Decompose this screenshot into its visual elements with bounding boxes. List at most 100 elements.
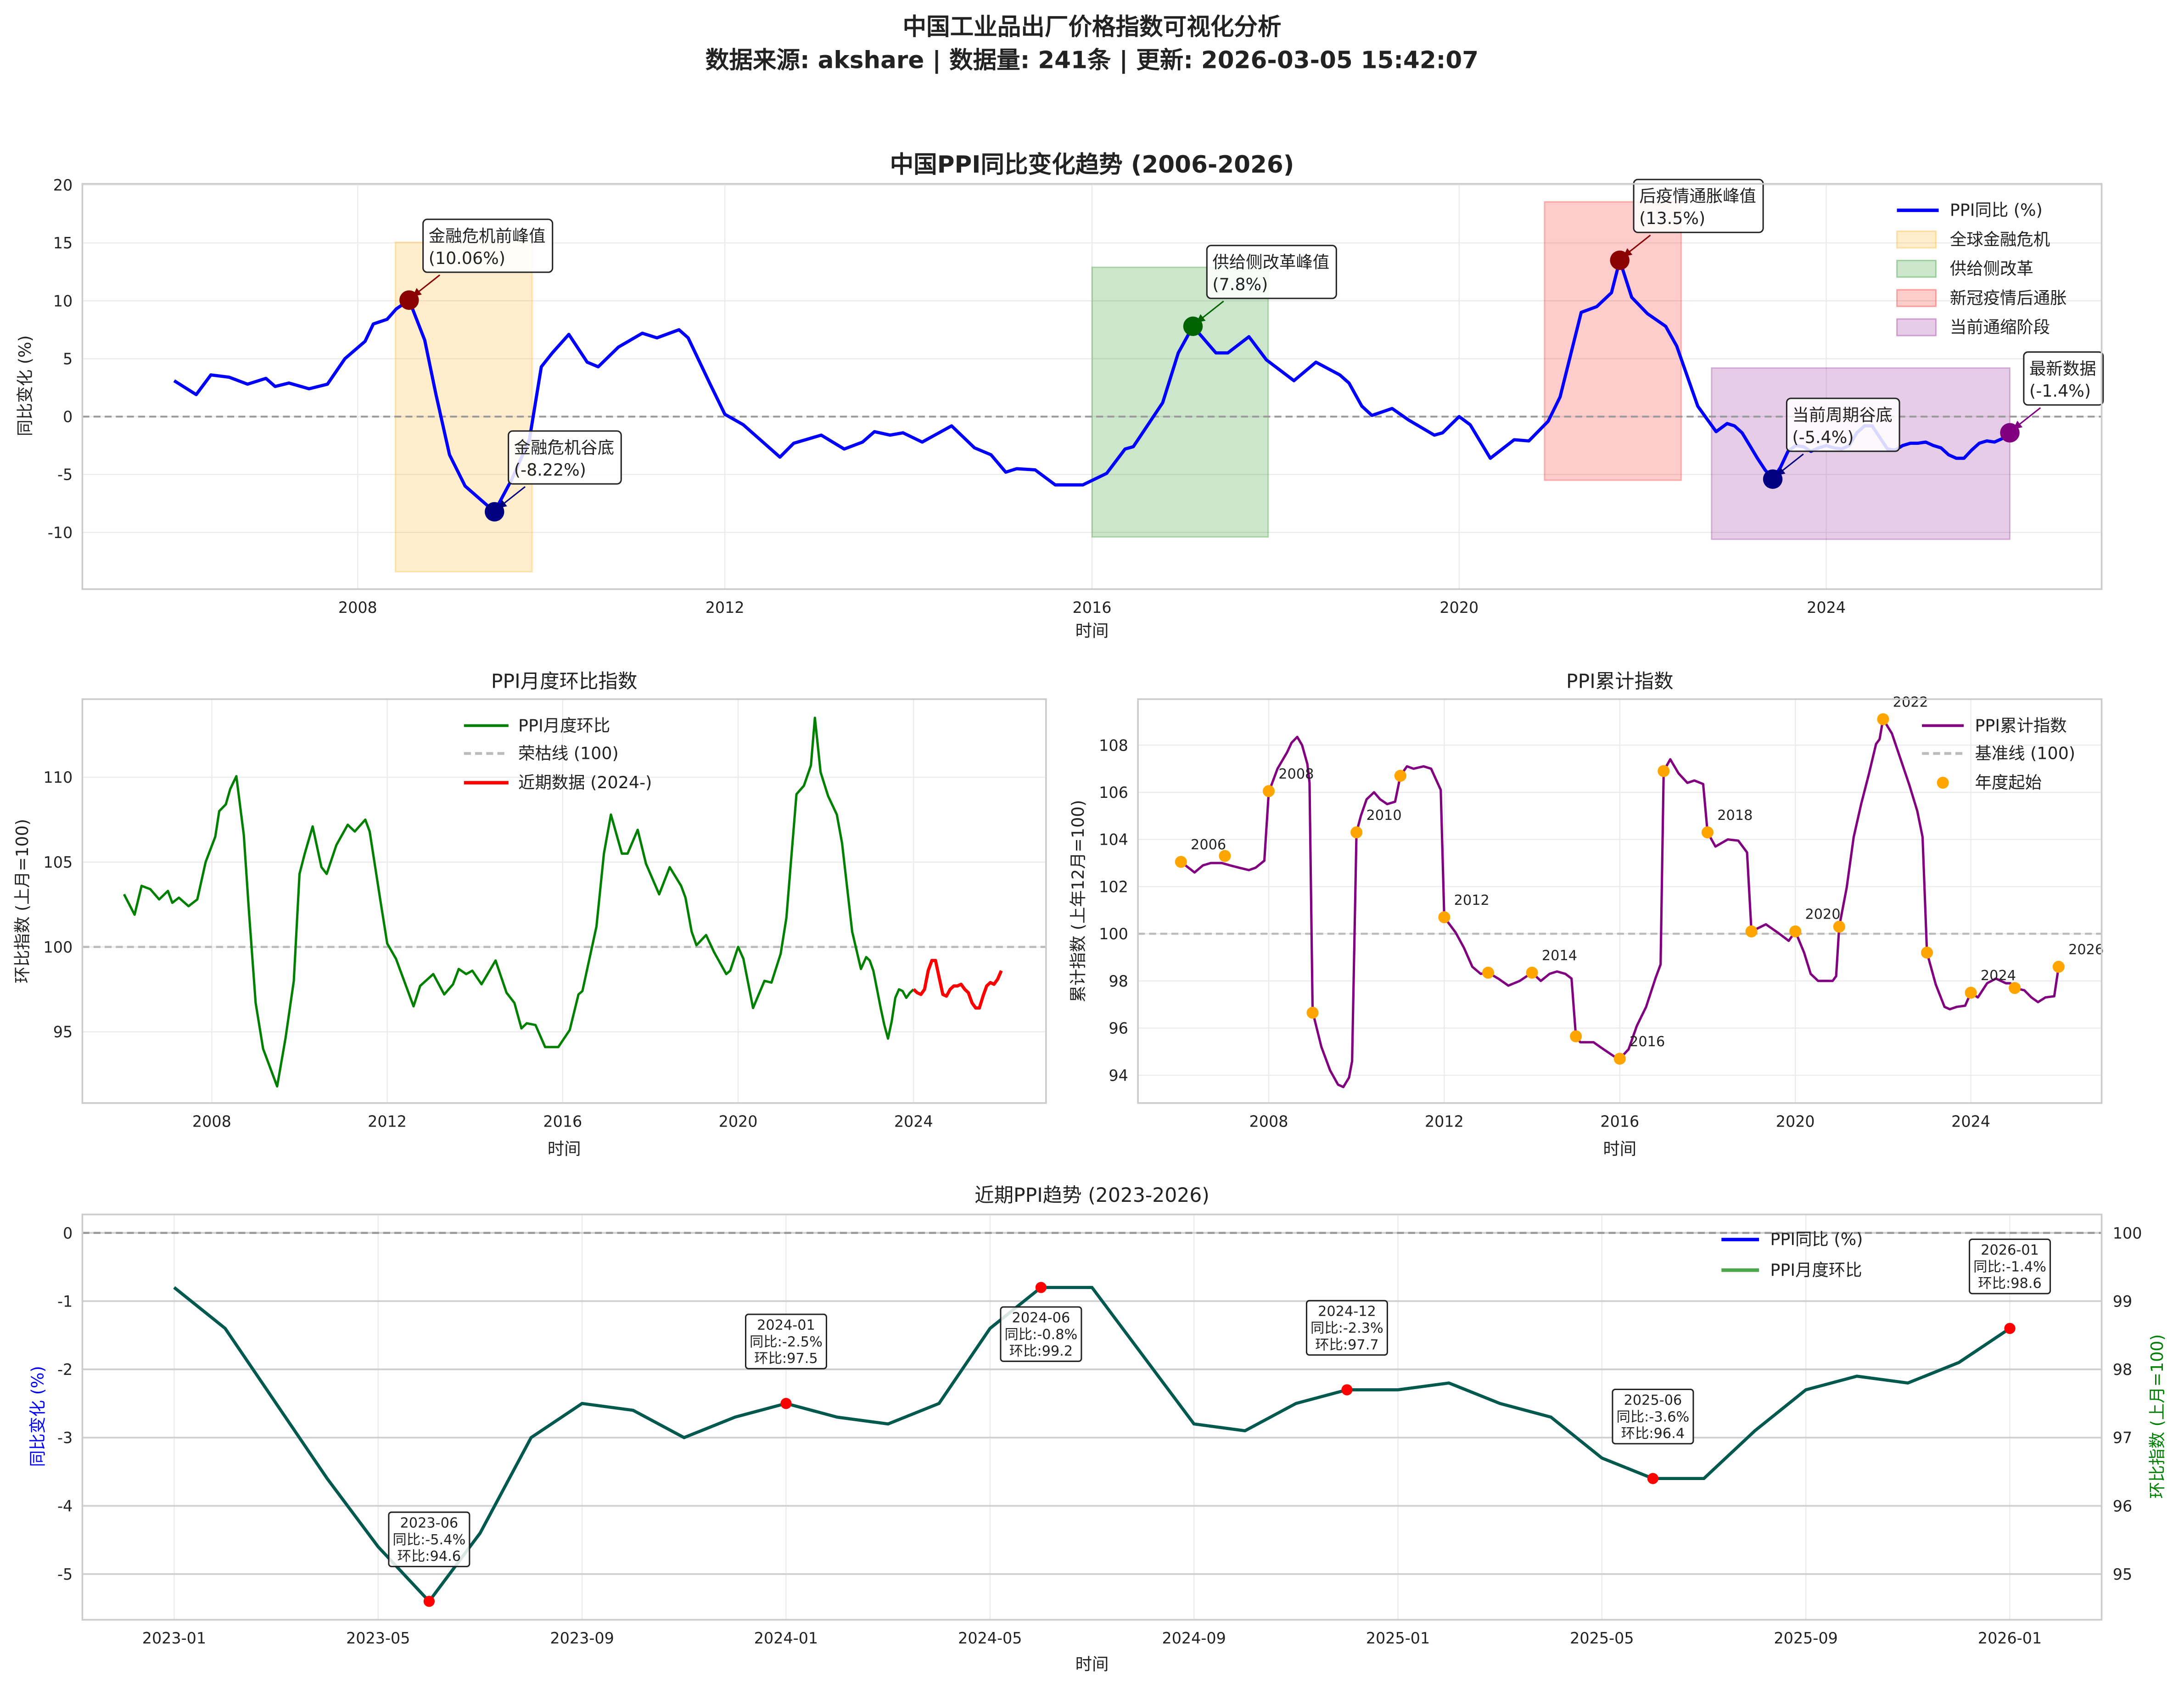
x-tick-label: 2024-05	[958, 1629, 1022, 1647]
legend: PPI同比 (%) PPI月度环比	[1721, 1229, 1863, 1280]
y-axis-label: 环比指数 (上月=100)	[12, 819, 32, 983]
plot-border	[81, 183, 2103, 590]
y-tick-label: -10	[48, 524, 73, 542]
x-tick-label: 2008	[338, 599, 377, 617]
year-start-point	[1482, 966, 1495, 979]
legend-label: 基准线 (100)	[1975, 743, 2075, 763]
annotation-yoy: 同比:-0.8%	[1004, 1327, 1077, 1343]
y-tick-label: -3	[57, 1429, 73, 1447]
annotation-arrow	[412, 274, 441, 297]
annotation-date: 2023-06	[400, 1515, 459, 1531]
y-axis-label: 同比变化 (%)	[28, 1366, 48, 1467]
annotation-title: 后疫情通胀峰值	[1639, 186, 1756, 206]
year-start-point	[2052, 960, 2065, 973]
y-axis-label: 累计指数 (上年12月=100)	[1068, 800, 1088, 1002]
legend-label: 近期数据 (2024-)	[518, 773, 652, 792]
yoy-trend-chart: 金融危机前峰值(10.06%) 金融危机谷底 (-8.22%) 供给侧改革峰值 (7.8…	[15, 151, 2104, 640]
legend-patch-swatch	[1896, 230, 1937, 249]
legend-patch-swatch	[1896, 318, 1937, 336]
year-start-label: 2024	[1981, 968, 2016, 984]
chart-title: 近期PPI趋势 (2023-2026)	[974, 1184, 1210, 1207]
annotation-box	[1305, 1300, 1388, 1356]
x-tick-label: 2025-05	[1570, 1629, 1634, 1647]
legend-label: PPI同比 (%)	[1950, 200, 2043, 220]
legend-patch-swatch	[1896, 259, 1937, 278]
highlight-point	[1341, 1384, 1353, 1396]
y-tick-label: 0	[63, 408, 73, 426]
y-tick-label: 106	[1099, 784, 1128, 802]
annotation-ring: 环比:96.4	[1621, 1426, 1685, 1442]
y-axis-label: 同比变化 (%)	[15, 335, 35, 436]
annotation-yoy: 同比:-1.4%	[1973, 1259, 2046, 1275]
year-start-point	[1658, 765, 1670, 777]
shaded-region-1	[1091, 266, 1269, 538]
annotation-box	[1206, 245, 1337, 299]
year-start-point	[1219, 850, 1231, 862]
x-tick-label: 2016	[1073, 599, 1112, 617]
y-tick-label: 0	[63, 1224, 73, 1242]
y-tick-label: 96	[1109, 1020, 1128, 1037]
annotation-box	[745, 1313, 827, 1369]
annotation-box	[508, 430, 622, 485]
year-start-point	[1877, 713, 1889, 725]
annotation-ring: 环比:94.6	[398, 1548, 461, 1565]
plot-border	[81, 1213, 2103, 1621]
ring-index-series-line	[123, 717, 915, 1088]
year-start-label: 2016	[1630, 1034, 1665, 1050]
right-y-tick-label: 95	[2113, 1565, 2132, 1583]
x-tick-label: 2012	[1425, 1112, 1464, 1130]
year-start-point	[1833, 920, 1845, 933]
plot-area	[82, 699, 1046, 1103]
annotation-ring: 环比:99.2	[1009, 1343, 1073, 1359]
annotation-arrow	[2013, 407, 2041, 429]
annotation-callout: 供给侧改革峰值 (7.8%)	[1196, 245, 1337, 323]
x-tick-label: 2020	[719, 1112, 758, 1130]
year-start-point	[1438, 911, 1450, 924]
year-start-point	[1613, 1053, 1626, 1065]
shaded-region-0	[394, 241, 533, 572]
highlight-point	[2004, 1323, 2016, 1334]
annotation-box	[1633, 179, 1764, 233]
year-start-point	[1570, 1030, 1582, 1043]
year-start-point	[1745, 925, 1758, 937]
annotation-arrow	[1196, 300, 1224, 323]
year-start-point	[2009, 982, 2021, 994]
cumulative-index-chart: 2006 2008 2010 2012 2014 2016 2018 2020 2022 2024…	[1068, 671, 2104, 1159]
year-start-point	[1526, 966, 1538, 979]
annotation-date: 2025-06	[1624, 1392, 1682, 1408]
x-axis-label: 时间	[1603, 1139, 1636, 1159]
annotation-ring: 环比:98.6	[1978, 1276, 2041, 1292]
y-tick-label: -4	[57, 1497, 73, 1515]
right-y-tick-label: 100	[2113, 1224, 2142, 1242]
x-tick-label: 2020	[1439, 599, 1478, 617]
y-tick-label: 105	[44, 853, 73, 871]
annotation-title: 当前周期谷底	[1792, 405, 1893, 425]
legend-label: 年度起始	[1975, 773, 2042, 792]
chart-title: PPI累计指数	[1566, 671, 1674, 693]
annotation-value: (-8.22%)	[514, 460, 586, 480]
legend-label: 供给侧改革	[1950, 259, 2033, 279]
year-start-label: 2008	[1278, 766, 1314, 782]
annotation-callout: 金融危机前峰值(10.06%)	[412, 219, 554, 297]
highlight-point	[423, 1596, 435, 1607]
annotation-value: (10.06%)	[429, 248, 505, 268]
x-tick-label: 2024-09	[1162, 1629, 1226, 1647]
year-start-label: 2026	[2068, 942, 2104, 958]
ring-series-line	[173, 1286, 2011, 1604]
legend-marker-swatch	[1937, 776, 1949, 789]
annotation-box	[422, 219, 554, 273]
annotation-box	[1000, 1306, 1082, 1362]
x-axis-label: 时间	[1075, 1654, 1109, 1674]
y-tick-label: 110	[44, 768, 73, 786]
right-y-tick-label: 98	[2113, 1361, 2132, 1379]
y-tick-label: 100	[1099, 925, 1128, 943]
x-tick-label: 2012	[706, 599, 745, 617]
annotation-box	[1612, 1389, 1694, 1445]
right-y-tick-label: 96	[2113, 1497, 2132, 1515]
y-tick-label: 98	[1109, 972, 1128, 990]
y-tick-label: 100	[44, 938, 73, 956]
plot-border	[81, 698, 1047, 1104]
